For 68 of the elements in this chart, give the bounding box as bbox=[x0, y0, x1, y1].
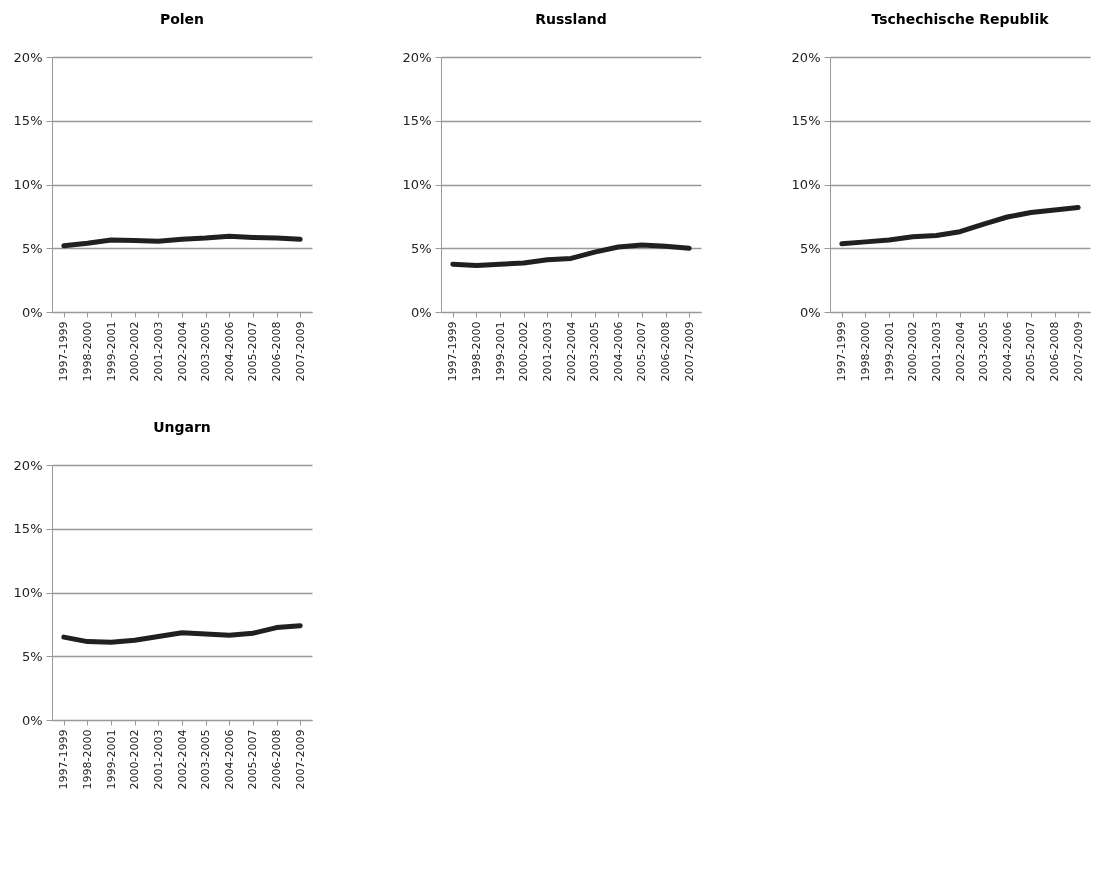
x-tick-label: 2004-2006 bbox=[611, 321, 625, 382]
y-tick-label: 5% bbox=[410, 240, 432, 256]
x-tick-label: 1998-2000 bbox=[80, 321, 94, 382]
x-tick-label: 2004-2006 bbox=[222, 321, 236, 382]
chart-title: Ungarn bbox=[153, 419, 211, 435]
x-tick-label: 1999-2001 bbox=[104, 729, 118, 790]
y-tick-label: 15% bbox=[402, 113, 432, 129]
x-tick-label: 1998-2000 bbox=[469, 321, 483, 382]
x-tick-label: 2006-2008 bbox=[1048, 321, 1062, 382]
x-tick-label: 2005-2007 bbox=[1024, 321, 1038, 382]
x-tick-label: 2002-2004 bbox=[953, 321, 967, 382]
x-tick-label: 2003-2005 bbox=[588, 321, 602, 382]
x-tick-label: 1999-2001 bbox=[882, 321, 896, 382]
x-tick-label: 2000-2002 bbox=[128, 321, 142, 382]
x-tick-label: 2001-2003 bbox=[540, 321, 554, 382]
y-tick-label: 0% bbox=[21, 712, 43, 728]
x-tick-label: 2002-2004 bbox=[564, 321, 578, 382]
y-tick-label: 20% bbox=[402, 49, 432, 65]
y-tick-label: 10% bbox=[791, 177, 821, 192]
chart-title: Tschechische Republik bbox=[871, 11, 1050, 27]
x-tick-label: 2000-2002 bbox=[128, 729, 142, 790]
y-tick-label: 5% bbox=[21, 240, 43, 256]
x-tick-label: 2000-2002 bbox=[517, 321, 531, 382]
y-tick-label: 15% bbox=[13, 521, 43, 537]
chart-title: Russland bbox=[535, 11, 607, 27]
x-tick-label: 2001-2003 bbox=[929, 321, 943, 382]
y-tick-label: 0% bbox=[799, 304, 821, 320]
x-tick-label: 1999-2001 bbox=[104, 321, 118, 382]
x-tick-label: 2002-2004 bbox=[175, 321, 189, 382]
x-tick-label: 2003-2005 bbox=[199, 321, 213, 382]
x-tick-label: 2002-2004 bbox=[175, 729, 189, 790]
y-tick-label: 15% bbox=[791, 113, 821, 129]
x-tick-label: 1997-1999 bbox=[446, 321, 460, 382]
y-tick-label: 20% bbox=[791, 49, 821, 65]
y-tick-label: 0% bbox=[21, 304, 43, 320]
x-tick-label: 2007-2009 bbox=[682, 321, 696, 382]
x-tick-label: 2000-2002 bbox=[906, 321, 920, 382]
x-tick-label: 2001-2003 bbox=[151, 729, 165, 790]
y-tick-label: 20% bbox=[13, 49, 43, 65]
y-tick-label: 20% bbox=[13, 457, 43, 473]
x-tick-label: 1997-1999 bbox=[57, 321, 71, 382]
x-tick-label: 2004-2006 bbox=[1000, 321, 1014, 382]
x-tick-label: 2007-2009 bbox=[293, 321, 307, 382]
x-tick-label: 2005-2007 bbox=[635, 321, 649, 382]
x-tick-label: 1997-1999 bbox=[835, 321, 849, 382]
x-tick-label: 1997-1999 bbox=[57, 729, 71, 790]
y-tick-label: 0% bbox=[410, 304, 432, 320]
x-tick-label: 2001-2003 bbox=[151, 321, 165, 382]
x-tick-label: 1998-2000 bbox=[858, 321, 872, 382]
chart-title: Polen bbox=[159, 11, 205, 27]
x-tick-label: 1998-2000 bbox=[80, 729, 94, 790]
x-tick-label: 2007-2009 bbox=[293, 729, 307, 790]
x-tick-label: 2006-2008 bbox=[659, 321, 673, 382]
y-tick-label: 10% bbox=[13, 177, 43, 192]
y-tick-label: 10% bbox=[402, 177, 432, 192]
y-tick-label: 10% bbox=[13, 585, 43, 600]
x-tick-label: 2004-2006 bbox=[222, 729, 236, 790]
x-tick-label: 2005-2007 bbox=[246, 321, 260, 382]
x-tick-label: 2005-2007 bbox=[246, 729, 260, 790]
x-tick-label: 2007-2009 bbox=[1071, 321, 1085, 382]
x-tick-label: 2006-2008 bbox=[270, 321, 284, 382]
y-tick-label: 15% bbox=[13, 113, 43, 129]
x-tick-label: 2006-2008 bbox=[270, 729, 284, 790]
x-tick-label: 1999-2001 bbox=[493, 321, 507, 382]
x-tick-label: 2003-2005 bbox=[199, 729, 213, 790]
y-tick-label: 5% bbox=[21, 648, 43, 664]
x-tick-label: 2003-2005 bbox=[977, 321, 991, 382]
y-tick-label: 5% bbox=[799, 240, 821, 256]
